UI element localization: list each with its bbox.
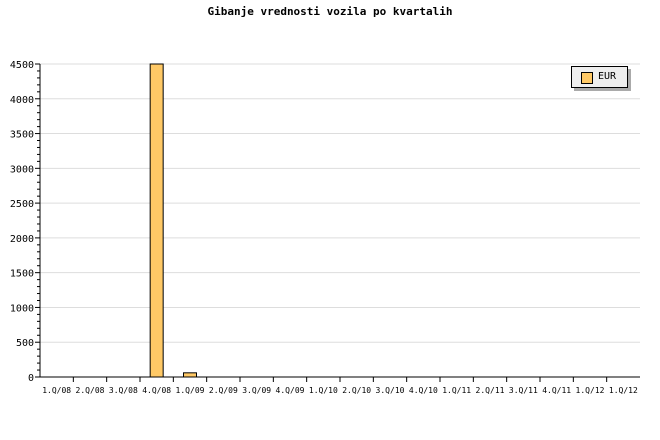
x-tick-label: 2.Q/11: [476, 386, 505, 395]
y-tick-label: 0: [28, 373, 34, 384]
y-tick-label: 2500: [10, 199, 34, 210]
bar: [149, 63, 164, 378]
x-tick-label: 1.Q/12: [609, 386, 638, 395]
x-tick-label: 2.Q/09: [209, 386, 238, 395]
y-tick-label: 3000: [10, 164, 34, 175]
bar: [183, 372, 197, 378]
x-tick-label: 4.Q/11: [542, 386, 571, 395]
x-tick-label: 1.Q/11: [442, 386, 471, 395]
x-tick-label: 1.Q/12: [576, 386, 605, 395]
x-tick-label: 4.Q/10: [409, 386, 438, 395]
x-tick-label: 2.Q/10: [342, 386, 371, 395]
y-tick-label: 2000: [10, 234, 34, 245]
legend-swatch: [581, 72, 593, 84]
x-tick-label: 4.Q/08: [142, 386, 171, 395]
x-tick-label: 1.Q/09: [176, 386, 205, 395]
x-tick-label: 3.Q/09: [242, 386, 271, 395]
x-tick-label: 2.Q/08: [76, 386, 105, 395]
x-tick-label: 3.Q/11: [509, 386, 538, 395]
y-tick-label: 3500: [10, 130, 34, 141]
y-tick-label: 4500: [10, 60, 34, 71]
chart-title: Gibanje vrednosti vozila po kvartalih: [207, 5, 453, 18]
x-tick-label: 3.Q/10: [376, 386, 405, 395]
y-tick-label: 500: [16, 338, 34, 349]
y-tick-label: 1000: [10, 303, 34, 314]
x-tick-label: 3.Q/08: [109, 386, 138, 395]
x-tick-label: 1.Q/08: [42, 386, 71, 395]
legend: EUR: [571, 66, 628, 88]
legend-label: EUR: [598, 71, 617, 82]
x-tick-label: 4.Q/09: [276, 386, 305, 395]
x-tick-label: 1.Q/10: [309, 386, 338, 395]
y-tick-label: 1500: [10, 269, 34, 280]
y-tick-label: 4000: [10, 95, 34, 106]
